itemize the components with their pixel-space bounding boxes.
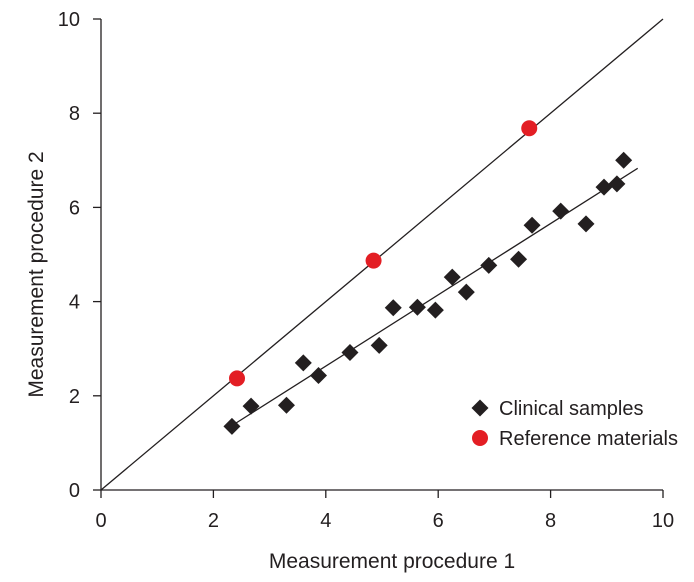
x-tick-label: 4 <box>320 510 331 532</box>
clinical-sample-point <box>408 298 426 316</box>
reference-material-point <box>229 370 246 387</box>
clinical-sample-point <box>277 396 295 414</box>
x-tick-label: 6 <box>433 510 444 532</box>
reference-material-point <box>365 252 382 269</box>
regression-line <box>235 167 639 424</box>
x-tick-label: 10 <box>652 510 674 532</box>
y-tick-label: 0 <box>69 480 80 502</box>
x-tick-label: 2 <box>208 510 219 532</box>
y-tick-label: 6 <box>69 197 80 219</box>
legend-circle-marker <box>472 430 488 446</box>
x-tick-label: 8 <box>545 510 556 532</box>
clinical-sample-point <box>608 175 626 193</box>
legend-label: Clinical samples <box>499 398 644 420</box>
clinical-sample-point <box>577 215 595 233</box>
clinical-sample-point <box>426 301 444 319</box>
legend-label: Reference materials <box>499 428 678 450</box>
clinical-sample-point <box>309 367 327 385</box>
clinical-sample-point <box>457 283 475 301</box>
reference-material-point <box>521 120 538 137</box>
legend-diamond-marker <box>471 399 489 417</box>
x-tick-label: 0 <box>95 510 106 532</box>
clinical-sample-point <box>223 417 241 435</box>
data-points <box>223 120 633 435</box>
x-axis-title: Measurement procedure 1 <box>269 550 515 573</box>
y-tick-label: 2 <box>69 386 80 408</box>
y-tick-label: 4 <box>69 292 80 314</box>
clinical-sample-point <box>242 397 260 415</box>
fit-lines <box>100 18 664 491</box>
clinical-sample-point <box>615 151 633 169</box>
clinical-sample-point <box>552 202 570 220</box>
clinical-sample-point <box>443 268 461 286</box>
clinical-sample-point <box>595 178 613 196</box>
clinical-sample-point <box>370 336 388 354</box>
y-tick-label: 10 <box>58 9 80 31</box>
axes: 0 2 4 6 8 10 0 2 4 6 8 10 Measurement procedure 1 Mea… <box>25 9 674 573</box>
clinical-sample-point <box>510 250 528 268</box>
clinical-sample-point <box>480 256 498 274</box>
clinical-sample-point <box>384 299 402 317</box>
clinical-sample-point <box>523 216 541 234</box>
legend: Clinical samples Reference materials <box>471 398 678 450</box>
y-axis-title: Measurement procedure 2 <box>25 151 48 397</box>
y-tick-label: 8 <box>69 103 80 125</box>
clinical-sample-point <box>294 354 312 372</box>
identity-line <box>100 18 664 491</box>
clinical-sample-point <box>341 343 359 361</box>
